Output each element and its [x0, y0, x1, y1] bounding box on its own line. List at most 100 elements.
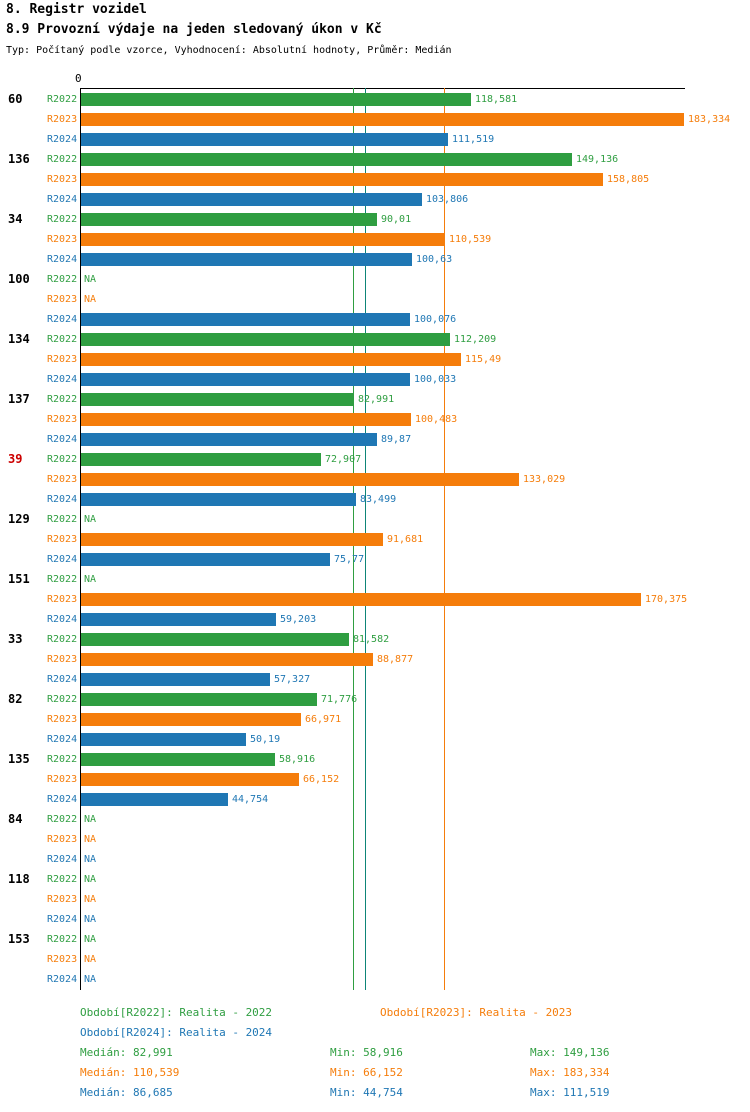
value-label: 59,203: [280, 614, 317, 625]
bar: [81, 313, 410, 326]
bar: [81, 713, 301, 726]
stat-min-r2022: Min: 58,916: [330, 1046, 403, 1059]
legend-r2024: Období[R2024]: Realita - 2024: [80, 1026, 273, 1039]
value-label: 133,029: [523, 474, 566, 485]
series-label: R2022: [47, 454, 78, 465]
value-label: 112,209: [454, 334, 497, 345]
stat-median-r2022: Medián: 82,991: [80, 1046, 173, 1059]
bar: [81, 453, 321, 466]
series-label: R2023: [47, 594, 78, 605]
value-label: 183,334: [688, 114, 731, 125]
bar: [81, 553, 330, 566]
group-label-153: 153: [8, 932, 30, 946]
bar: [81, 593, 641, 606]
group-label-82: 82: [8, 692, 23, 706]
series-label: R2023: [47, 774, 78, 785]
x-axis-zero-label: 0: [75, 72, 82, 85]
bar: [81, 493, 356, 506]
bar: [81, 133, 448, 146]
na-label: NA: [84, 514, 97, 525]
series-label: R2022: [47, 514, 78, 525]
chart-title: 8.9 Provozní výdaje na jeden sledovaný ú…: [6, 22, 382, 37]
series-label: R2022: [47, 154, 78, 165]
value-label: 75,77: [334, 554, 365, 565]
na-label: NA: [84, 894, 97, 905]
series-label: R2022: [47, 274, 78, 285]
series-label: R2024: [47, 194, 78, 205]
bar: [81, 113, 684, 126]
value-label: 149,136: [576, 154, 619, 165]
series-label: R2022: [47, 574, 78, 585]
value-label: 44,754: [232, 794, 269, 805]
value-label: 72,907: [325, 454, 362, 465]
value-label: 82,991: [358, 394, 395, 405]
group-label-39: 39: [8, 452, 23, 466]
series-label: R2023: [47, 114, 78, 125]
group-label-60: 60: [8, 92, 23, 106]
na-label: NA: [84, 874, 97, 885]
bar: [81, 253, 412, 266]
value-label: 81,582: [353, 634, 390, 645]
bar: [81, 533, 383, 546]
group-label-84: 84: [8, 812, 23, 826]
na-label: NA: [84, 274, 97, 285]
series-label: R2024: [47, 854, 78, 865]
series-label: R2023: [47, 414, 78, 425]
series-label: R2023: [47, 714, 78, 725]
bar: [81, 413, 411, 426]
value-label: 88,877: [377, 654, 414, 665]
group-label-100: 100: [8, 272, 30, 286]
bar: [81, 773, 299, 786]
value-label: 50,19: [250, 734, 281, 745]
na-label: NA: [84, 954, 97, 965]
bar: [81, 193, 422, 206]
bar: [81, 353, 461, 366]
series-label: R2022: [47, 634, 78, 645]
value-label: 115,49: [465, 354, 502, 365]
series-label: R2024: [47, 614, 78, 625]
bar: [81, 673, 270, 686]
bar: [81, 233, 445, 246]
stat-median-r2023: Medián: 110,539: [80, 1066, 180, 1079]
group-label-34: 34: [8, 212, 23, 226]
bar: [81, 613, 276, 626]
bar: [81, 333, 450, 346]
reference-line-median-r2023: [444, 88, 445, 990]
chart-meta: Typ: Počítaný podle vzorce, Vyhodnocení:…: [6, 45, 452, 56]
stat-max-r2023: Max: 183,334: [530, 1066, 610, 1079]
na-label: NA: [84, 814, 97, 825]
bar: [81, 213, 377, 226]
bar: [81, 93, 471, 106]
value-label: 100,483: [415, 414, 458, 425]
series-label: R2023: [47, 234, 78, 245]
na-label: NA: [84, 834, 97, 845]
bar: [81, 733, 246, 746]
bar: [81, 753, 275, 766]
value-label: 66,971: [305, 714, 342, 725]
value-label: 90,01: [381, 214, 412, 225]
stat-min-r2023: Min: 66,152: [330, 1066, 403, 1079]
na-label: NA: [84, 974, 97, 985]
value-label: 100,63: [416, 254, 453, 265]
stat-median-r2024: Medián: 86,685: [80, 1086, 173, 1099]
series-label: R2023: [47, 174, 78, 185]
stat-max-r2024: Max: 111,519: [530, 1086, 610, 1099]
stat-min-r2024: Min: 44,754: [330, 1086, 403, 1099]
series-label: R2023: [47, 354, 78, 365]
series-label: R2022: [47, 814, 78, 825]
group-label-136: 136: [8, 152, 30, 166]
series-label: R2022: [47, 94, 78, 105]
series-label: R2022: [47, 394, 78, 405]
series-label: R2022: [47, 694, 78, 705]
value-label: 100,076: [414, 314, 457, 325]
page-title: 8. Registr vozidel: [6, 2, 147, 17]
value-label: 83,499: [360, 494, 397, 505]
bar: [81, 693, 317, 706]
group-label-33: 33: [8, 632, 23, 646]
value-label: 158,805: [607, 174, 650, 185]
bar: [81, 653, 373, 666]
group-label-135: 135: [8, 752, 30, 766]
series-label: R2022: [47, 754, 78, 765]
value-label: 100,033: [414, 374, 457, 385]
series-label: R2024: [47, 494, 78, 505]
